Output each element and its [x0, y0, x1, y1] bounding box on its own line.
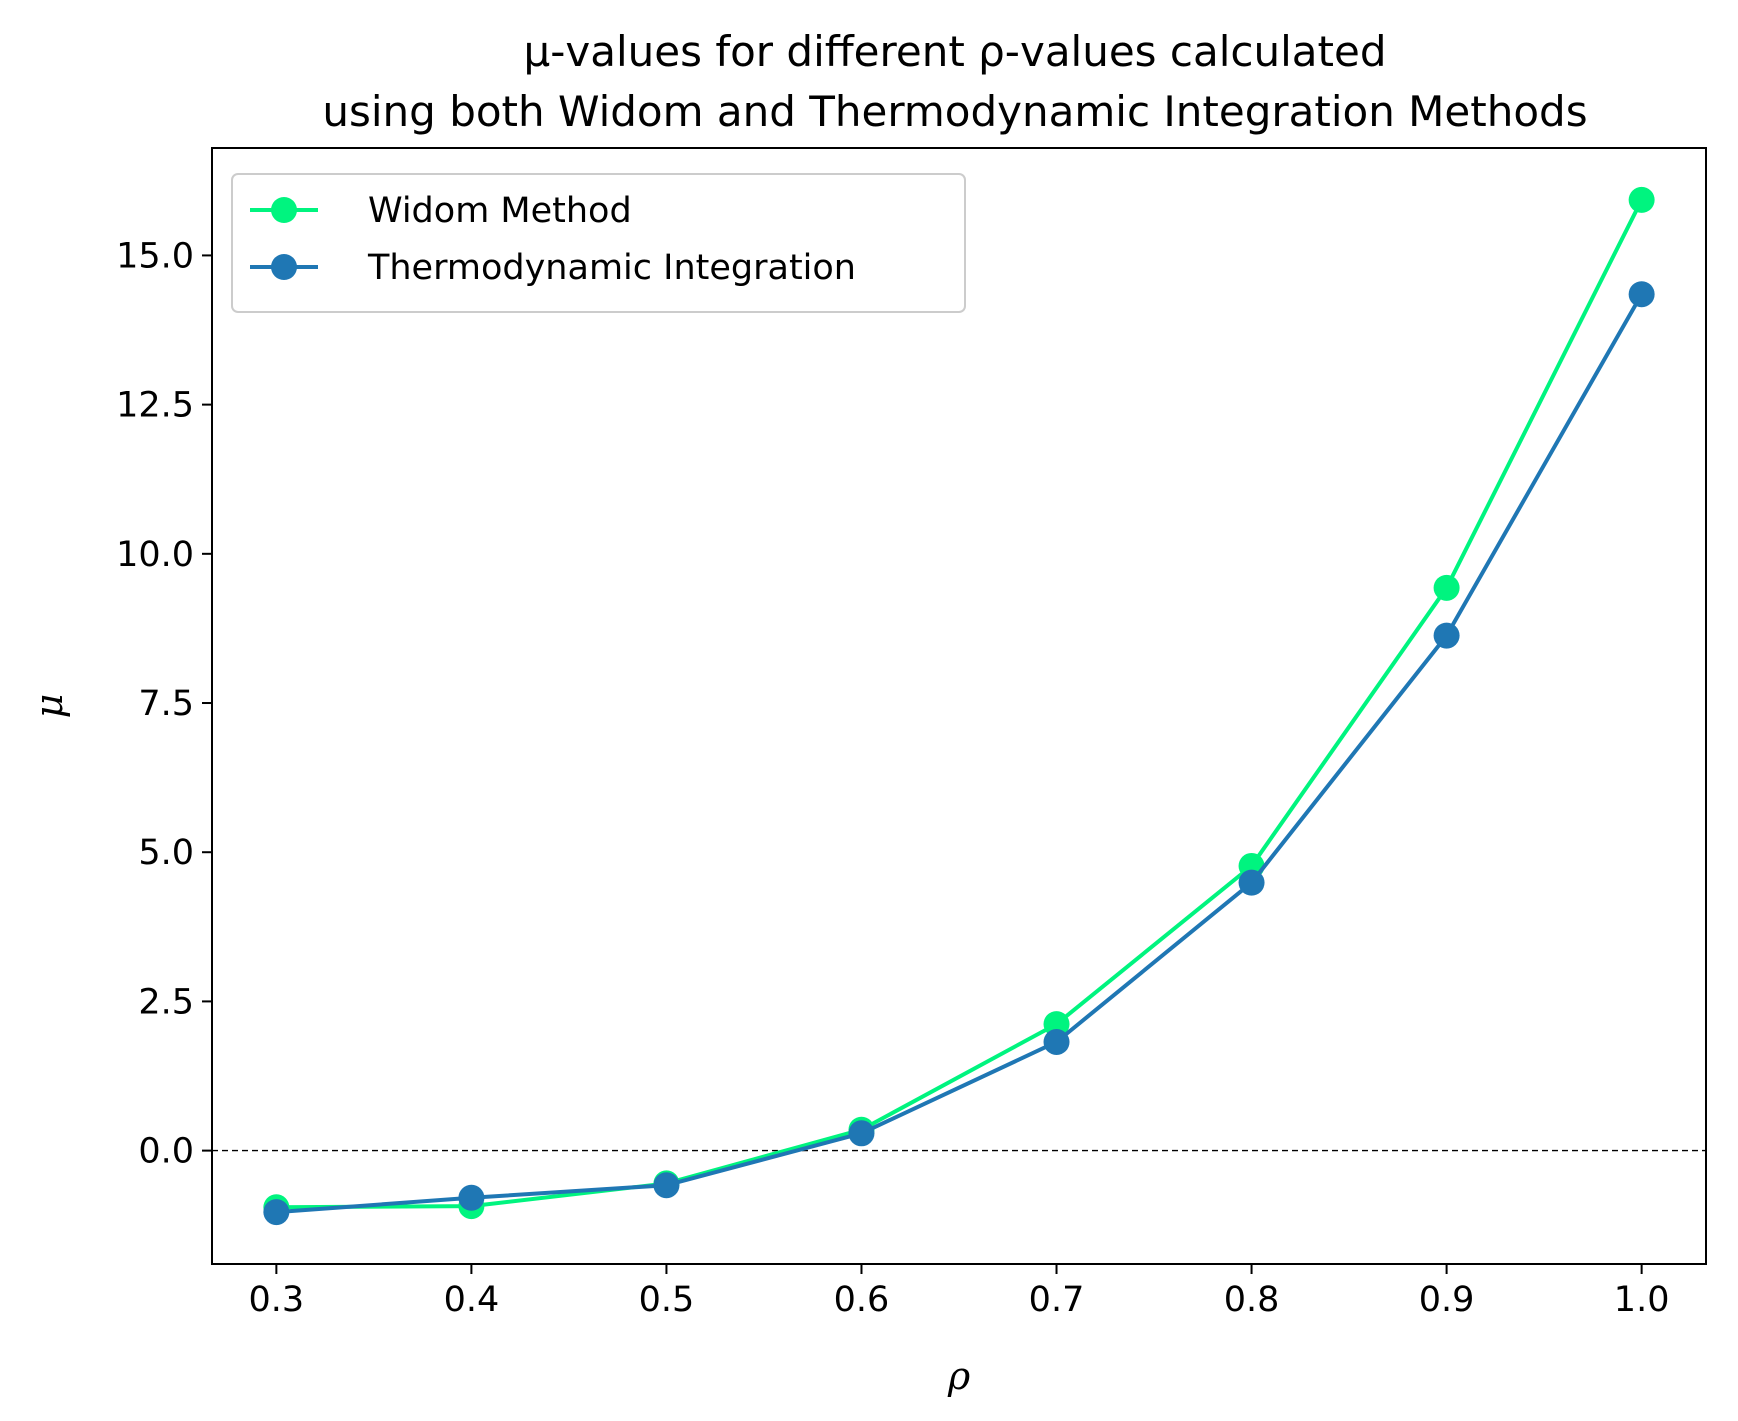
x-tick-label: 0.5: [639, 1280, 695, 1320]
legend-label-thermodynamic-integration: Thermodynamic Integration: [367, 248, 856, 288]
data-point-thermodynamic-integration: [1628, 281, 1655, 308]
data-point-thermodynamic-integration: [263, 1199, 290, 1226]
x-tick-label: 1.0: [1614, 1280, 1670, 1320]
plot-area: [212, 186, 1706, 1226]
data-point-thermodynamic-integration: [1433, 622, 1460, 649]
y-axis-label: μ: [27, 694, 71, 719]
x-tick-label: 0.7: [1029, 1280, 1085, 1320]
x-axis: 0.3 0.4 0.5 0.6 0.7 0.8 0.9 1.0: [249, 1264, 1670, 1320]
x-tick-label: 0.4: [444, 1280, 500, 1320]
y-tick-label: 5.0: [138, 833, 194, 873]
y-tick-label: 10.0: [116, 535, 194, 575]
y-tick-label: 15.0: [116, 236, 194, 276]
legend-marker-widom-method: [271, 197, 297, 223]
data-point-thermodynamic-integration: [848, 1120, 875, 1147]
y-tick-label: 7.5: [138, 684, 194, 724]
legend-label-widom-method: Widom Method: [368, 191, 632, 231]
data-point-thermodynamic-integration: [1043, 1028, 1070, 1055]
legend-box: [231, 173, 966, 313]
x-tick-label: 0.6: [834, 1280, 890, 1320]
legend-marker-thermodynamic-integration: [271, 254, 297, 280]
x-tick-label: 0.9: [1419, 1280, 1475, 1320]
y-axis: 0.0 2.5 5.0 7.5 10.0 12.5 15.0: [116, 236, 212, 1172]
data-point-widom-method: [1628, 186, 1655, 213]
y-tick-label: 12.5: [116, 386, 194, 426]
plot-frame: [211, 147, 1707, 1265]
data-point-thermodynamic-integration: [1238, 869, 1265, 896]
x-tick-label: 0.8: [1224, 1280, 1280, 1320]
y-tick-label: 2.5: [138, 982, 194, 1022]
data-point-widom-method: [1043, 1011, 1070, 1038]
legend: Widom Method Thermodynamic Integration: [231, 173, 966, 313]
data-point-widom-method: [1433, 574, 1460, 601]
data-point-thermodynamic-integration: [653, 1172, 680, 1199]
x-tick-label: 0.3: [249, 1280, 305, 1320]
series-line-thermodynamic-integration: [276, 293, 1644, 1215]
y-tick-label: 0.0: [138, 1132, 194, 1172]
data-point-thermodynamic-integration: [458, 1184, 485, 1211]
x-axis-label: ρ: [947, 1354, 971, 1398]
series-line-widom-method: [276, 199, 1644, 1210]
chart-title-line-1: μ-values for different ρ-values calculat…: [523, 27, 1386, 76]
chart-title-line-2: using both Widom and Thermodynamic Integ…: [322, 87, 1587, 136]
